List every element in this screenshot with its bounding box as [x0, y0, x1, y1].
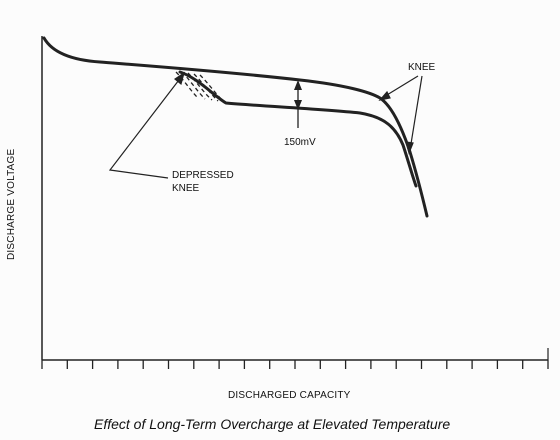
- x-axis-title: DISCHARGED CAPACITY: [228, 390, 351, 401]
- y-axis-title: DISCHARGE VOLTAGE: [6, 148, 17, 260]
- depressed-discharge-curve: [178, 70, 418, 188]
- depressed-knee-label-line2: KNEE: [172, 183, 200, 194]
- chart-title: Effect of Long-Term Overcharge at Elevat…: [94, 416, 450, 432]
- voltage-drop-arrowhead-bottom: [294, 100, 302, 110]
- x-ticks: [41, 360, 549, 369]
- voltage-drop-arrowhead-top: [294, 80, 302, 90]
- knee-pointers: [378, 75, 423, 155]
- knee-label: KNEE: [408, 62, 436, 73]
- voltage-drop-label: 150mV: [284, 137, 316, 148]
- depressed-knee-label-line1: DEPRESSED: [172, 170, 234, 181]
- normal-discharge-curve: [42, 36, 429, 218]
- depressed-knee-pointer: [108, 71, 186, 179]
